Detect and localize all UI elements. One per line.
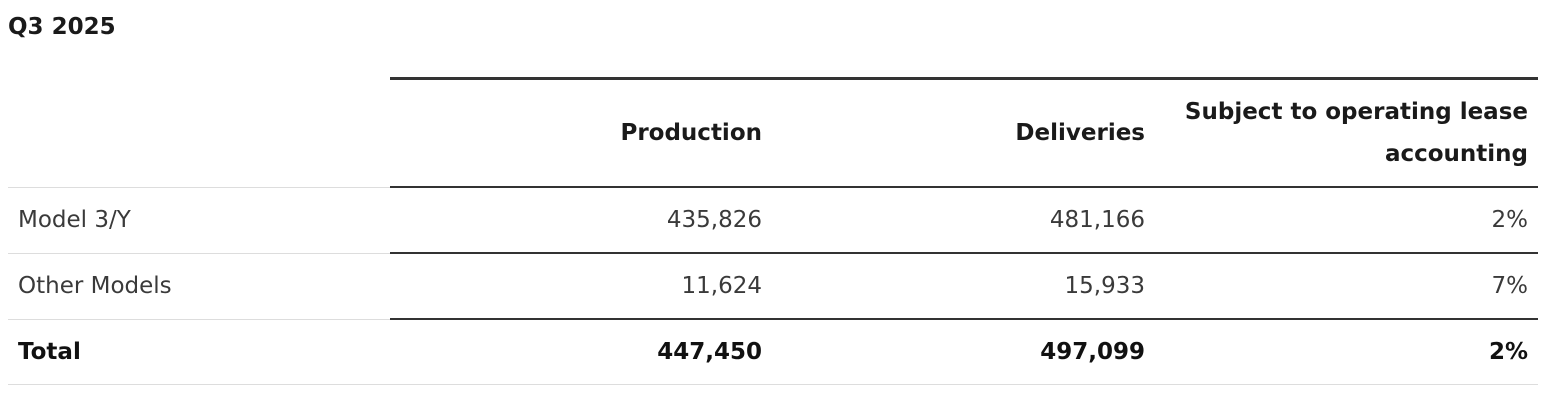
- row-label: Total: [8, 319, 390, 385]
- column-header: Deliveries: [772, 77, 1155, 188]
- cell: 11,624: [390, 253, 772, 320]
- header-cell: [8, 78, 390, 188]
- table: Production Deliveries Subject to operating…: [8, 77, 1538, 385]
- header-row: Production Deliveries Subject to operating…: [8, 77, 1538, 188]
- cell: 497,099: [772, 319, 1155, 385]
- cell: 7%: [1155, 253, 1538, 320]
- row-label: Other Models: [8, 253, 390, 320]
- table-head: Production Deliveries Subject to operating…: [8, 77, 1538, 188]
- column-header: Production: [390, 77, 772, 188]
- column-header: Subject to operating lease accounting: [1155, 77, 1538, 188]
- table-body: Model 3/Y 435,826 481,166 2% Other Models 11,…: [8, 187, 1538, 385]
- title: Q3 2025: [8, 14, 116, 40]
- cell: 2%: [1155, 187, 1538, 254]
- row-label: Model 3/Y: [8, 187, 390, 254]
- table-row: Other Models 11,624 15,933 7%: [8, 253, 1538, 320]
- cell: 15,933: [772, 253, 1155, 320]
- cell: 447,450: [390, 319, 772, 385]
- table-row: Total 447,450 497,099 2%: [8, 319, 1538, 385]
- cell: 481,166: [772, 187, 1155, 254]
- cell: 2%: [1155, 319, 1538, 385]
- table-row: Model 3/Y 435,826 481,166 2%: [8, 187, 1538, 254]
- cell: 435,826: [390, 187, 772, 254]
